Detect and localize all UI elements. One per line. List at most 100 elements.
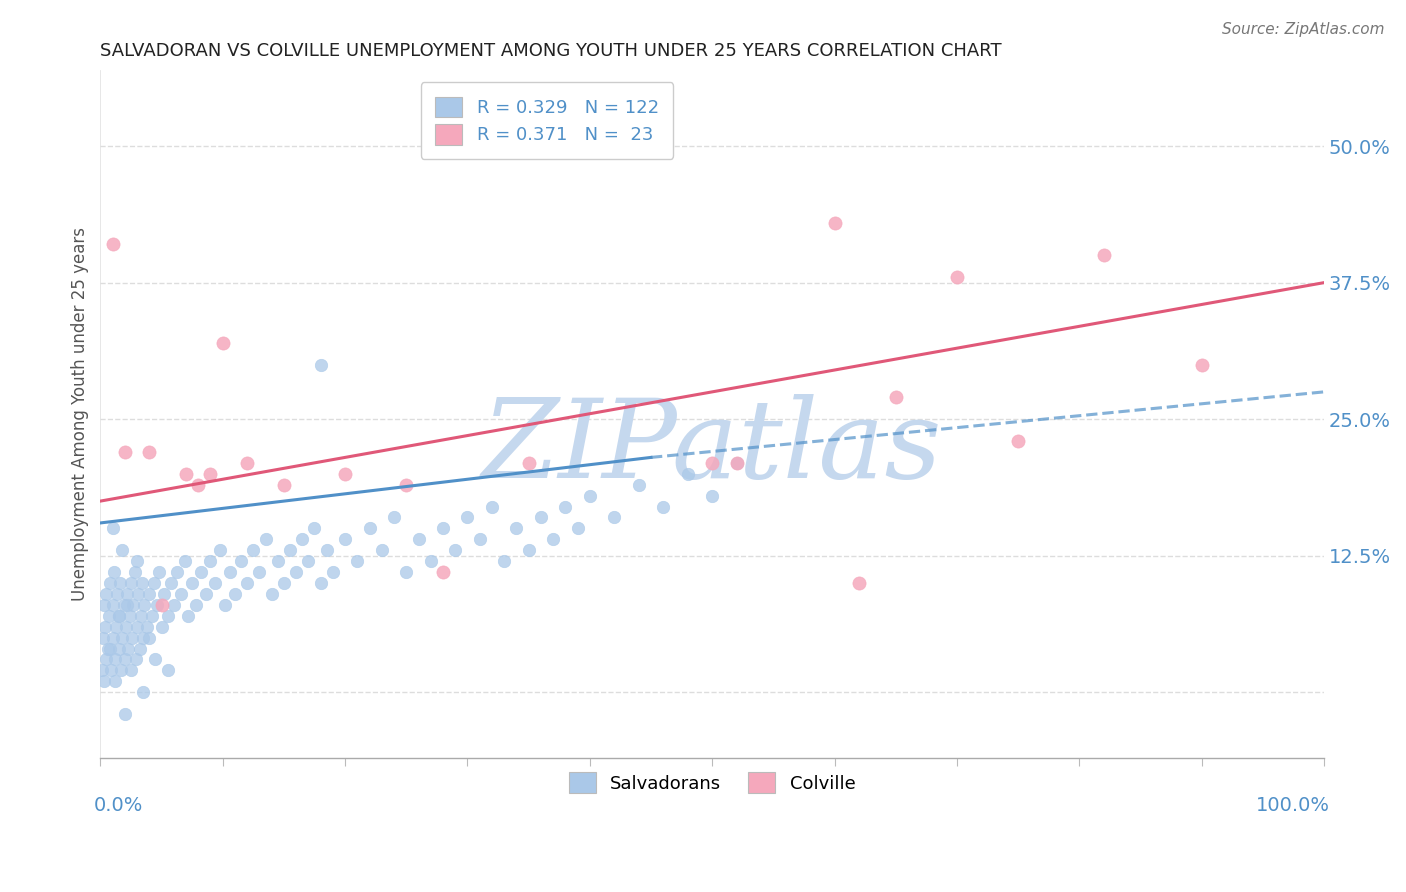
Point [204, 576, 226, 591]
Point [156, 608, 179, 623]
Point [517, 456, 540, 470]
Point [432, 521, 454, 535]
Point [107, 608, 129, 623]
Point [111, 631, 134, 645]
Point [652, 500, 675, 514]
Point [702, 489, 724, 503]
Point [309, 576, 332, 591]
Point [93, 674, 115, 689]
Point [395, 565, 418, 579]
Text: Source: ZipAtlas.com: Source: ZipAtlas.com [1222, 22, 1385, 37]
Point [150, 620, 173, 634]
Point [98, 641, 121, 656]
Point [111, 543, 134, 558]
Point [408, 533, 430, 547]
Point [702, 456, 724, 470]
Point [676, 467, 699, 481]
Point [1092, 248, 1115, 262]
Point [530, 510, 553, 524]
Point [138, 587, 160, 601]
Point [273, 477, 295, 491]
Point [170, 587, 193, 601]
Point [309, 358, 332, 372]
Point [150, 598, 173, 612]
Point [346, 554, 368, 568]
Point [211, 335, 233, 350]
Point [494, 554, 516, 568]
Point [181, 576, 204, 591]
Point [554, 500, 576, 514]
Point [419, 554, 441, 568]
Point [848, 576, 870, 591]
Point [229, 554, 252, 568]
Point [177, 608, 200, 623]
Point [219, 565, 242, 579]
Point [578, 489, 600, 503]
Point [128, 641, 150, 656]
Point [567, 521, 589, 535]
Point [200, 554, 222, 568]
Point [184, 598, 207, 612]
Point [124, 565, 146, 579]
Point [101, 631, 124, 645]
Point [200, 467, 222, 481]
Point [236, 456, 259, 470]
Text: 100.0%: 100.0% [1256, 796, 1330, 814]
Point [132, 631, 155, 645]
Point [98, 576, 121, 591]
Point [156, 664, 179, 678]
Point [725, 456, 748, 470]
Point [627, 477, 650, 491]
Text: ZIPatlas: ZIPatlas [482, 394, 942, 502]
Point [541, 533, 564, 547]
Point [224, 587, 246, 601]
Point [725, 456, 748, 470]
Point [145, 598, 167, 612]
Point [97, 608, 120, 623]
Point [93, 598, 115, 612]
Point [90, 664, 112, 678]
Point [97, 641, 120, 656]
Point [107, 641, 129, 656]
Point [105, 620, 128, 634]
Point [273, 576, 295, 591]
Point [278, 543, 301, 558]
Text: SALVADORAN VS COLVILLE UNEMPLOYMENT AMONG YOUTH UNDER 25 YEARS CORRELATION CHART: SALVADORAN VS COLVILLE UNEMPLOYMENT AMON… [100, 42, 1002, 60]
Point [107, 587, 129, 601]
Point [121, 631, 143, 645]
Point [304, 521, 326, 535]
Point [187, 477, 209, 491]
Point [291, 533, 314, 547]
Point [249, 565, 271, 579]
Point [174, 467, 197, 481]
Point [214, 598, 236, 612]
Point [603, 510, 626, 524]
Point [134, 598, 156, 612]
Point [824, 216, 846, 230]
Point [127, 587, 149, 601]
Point [166, 565, 188, 579]
Point [322, 565, 344, 579]
Point [153, 587, 176, 601]
Point [242, 543, 264, 558]
Point [333, 533, 356, 547]
Point [115, 620, 138, 634]
Point [505, 521, 527, 535]
Point [131, 576, 153, 591]
Point [132, 685, 155, 699]
Point [456, 510, 478, 524]
Point [1007, 434, 1029, 448]
Point [125, 554, 148, 568]
Point [103, 565, 125, 579]
Text: 0.0%: 0.0% [94, 796, 143, 814]
Point [209, 543, 232, 558]
Point [468, 533, 491, 547]
Point [190, 565, 212, 579]
Point [135, 620, 157, 634]
Point [333, 467, 356, 481]
Point [315, 543, 337, 558]
Point [114, 445, 136, 459]
Point [114, 652, 136, 666]
Point [117, 598, 139, 612]
Point [267, 554, 290, 568]
